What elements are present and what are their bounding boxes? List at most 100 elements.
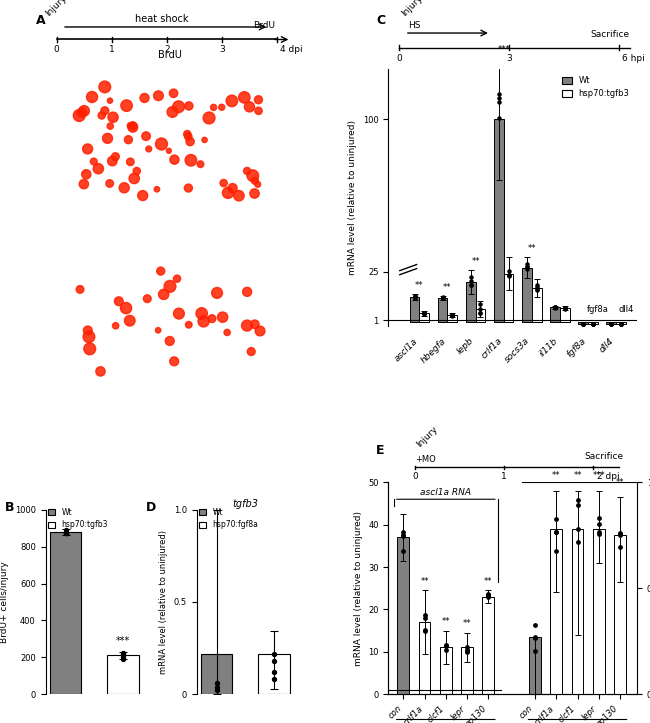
Point: [560, 303, 570, 315]
Point: [169, 356, 179, 367]
Text: **: **: [616, 477, 624, 487]
Point: [410, 291, 420, 302]
Point: [183, 319, 194, 330]
Point: [79, 179, 89, 190]
Bar: [504, 274, 514, 322]
Point: [139, 93, 150, 104]
Text: ascl1a RNA: ascl1a RNA: [421, 488, 471, 497]
Bar: [560, 308, 569, 322]
Point: [465, 280, 476, 291]
Point: [615, 542, 625, 553]
Point: [216, 101, 227, 113]
Point: [111, 320, 121, 332]
Point: [168, 87, 179, 99]
Bar: [462, 648, 473, 694]
Text: **: **: [527, 244, 536, 253]
Point: [465, 279, 476, 291]
Point: [195, 158, 205, 170]
Point: [184, 100, 194, 112]
Point: [462, 641, 473, 652]
Text: **: **: [441, 617, 450, 626]
Point: [119, 182, 129, 194]
Point: [223, 187, 233, 199]
Point: [250, 175, 260, 187]
Text: Wt: Wt: [53, 208, 66, 218]
Point: [593, 528, 604, 539]
Point: [60, 527, 71, 539]
Point: [239, 92, 250, 103]
Point: [156, 138, 166, 150]
Point: [122, 100, 132, 111]
Point: [437, 291, 448, 303]
Point: [254, 105, 264, 116]
Point: [550, 301, 560, 313]
Point: [185, 136, 195, 147]
Y-axis label: mRNA level (relative to uninjured): mRNA level (relative to uninjured): [159, 530, 168, 674]
Point: [99, 105, 110, 116]
Point: [398, 545, 409, 557]
Point: [211, 690, 222, 702]
Point: [124, 134, 134, 145]
Point: [493, 93, 504, 104]
Point: [551, 545, 562, 557]
Point: [99, 81, 110, 93]
Text: ***: ***: [592, 471, 605, 480]
Point: [572, 536, 582, 547]
Text: **: **: [471, 257, 480, 265]
Text: INL: INL: [273, 129, 287, 139]
Bar: [50, 532, 81, 694]
Text: **: **: [415, 281, 424, 290]
Point: [410, 291, 420, 303]
Point: [419, 624, 430, 636]
Point: [244, 101, 255, 113]
Point: [410, 290, 420, 301]
Point: [127, 120, 138, 132]
Point: [503, 269, 514, 281]
Point: [183, 182, 194, 194]
Point: [138, 189, 148, 201]
Bar: [476, 309, 486, 322]
Point: [475, 303, 486, 315]
Bar: [482, 596, 494, 694]
Point: [437, 292, 448, 304]
Point: [118, 647, 128, 659]
Point: [447, 309, 458, 321]
Point: [200, 134, 210, 146]
Bar: [398, 537, 410, 694]
Text: Injury: Injury: [400, 0, 424, 19]
Point: [521, 261, 532, 273]
Point: [118, 651, 128, 662]
Point: [250, 319, 260, 330]
Text: Injury: Injury: [415, 424, 440, 449]
Bar: [551, 529, 562, 694]
Point: [503, 265, 514, 277]
Point: [572, 523, 582, 535]
Text: 2 dpi: 2 dpi: [597, 471, 619, 481]
Point: [182, 128, 192, 140]
Point: [174, 101, 184, 113]
Point: [96, 110, 107, 121]
Point: [578, 318, 588, 330]
Point: [437, 292, 448, 304]
Bar: [532, 288, 541, 322]
Bar: [447, 315, 458, 322]
Text: Sacrifice: Sacrifice: [584, 453, 624, 461]
Text: 3: 3: [219, 45, 225, 54]
Text: 4 dpi: 4 dpi: [280, 45, 303, 54]
Point: [111, 151, 121, 163]
Text: fgf8a: fgf8a: [587, 305, 608, 315]
Point: [493, 88, 504, 100]
Point: [606, 318, 616, 330]
Point: [118, 653, 128, 664]
Point: [615, 527, 625, 539]
Point: [153, 90, 164, 101]
Bar: [572, 529, 583, 694]
Point: [83, 143, 93, 155]
Bar: [107, 655, 138, 694]
Bar: [616, 322, 626, 324]
Point: [169, 154, 179, 166]
Point: [419, 612, 430, 623]
Bar: [494, 119, 504, 322]
Point: [209, 102, 219, 114]
Point: [227, 95, 237, 107]
